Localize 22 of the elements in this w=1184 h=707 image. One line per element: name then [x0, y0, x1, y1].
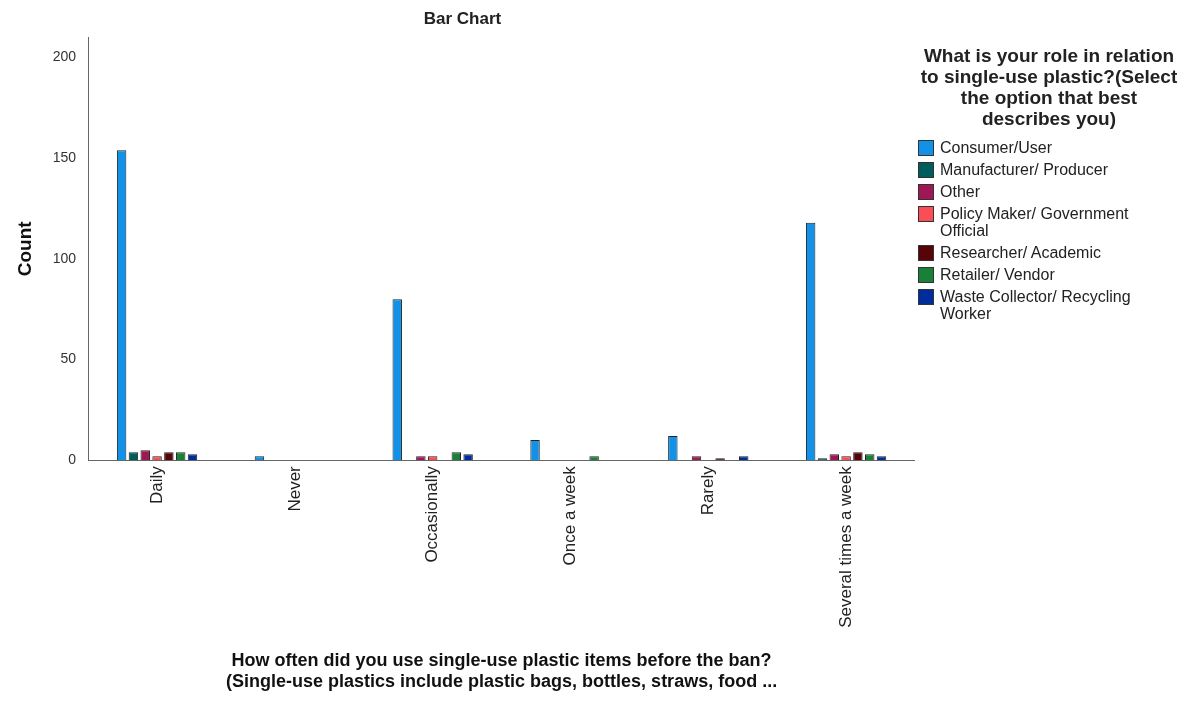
x-tick-label: Occasionally	[422, 465, 442, 563]
x-axis-title: How often did you use single-use plastic items before the ban? (Single-use plastics include plastic bags, bottles, straws, food ...	[226, 649, 778, 692]
y-tick-label: 200	[52, 48, 77, 65]
x-tick-label: Once a week	[560, 465, 580, 566]
x-tick-label: Daily	[146, 465, 166, 505]
y-axis-title: Count	[13, 220, 35, 277]
y-tick-label: 100	[52, 249, 77, 266]
legend-label: Manufacturer/ Producer	[940, 161, 1109, 178]
legend-label: Consumer/User	[940, 139, 1053, 156]
x-tick-label: Several times a week	[835, 465, 855, 628]
legend-label: Retailer/ Vendor	[940, 266, 1055, 283]
y-tick-label: 150	[52, 149, 77, 166]
legend-label: Researcher/ Academic	[940, 244, 1101, 261]
legend-label: Policy Maker/ Government Official	[940, 205, 1130, 239]
x-tick-label: Never	[284, 465, 304, 512]
x-tick-label: Rarely	[697, 465, 717, 516]
legend-label: Waste Collector/ Recycling Worker	[940, 288, 1132, 322]
legend-title: What is your role in relation to single-use plastic?(Select the option that best describes you)	[919, 45, 1179, 129]
y-tick-label: 0	[68, 451, 77, 468]
chart-title: Bar Chart	[423, 8, 502, 28]
legend-label: Other	[940, 183, 981, 200]
y-tick-label: 50	[60, 350, 77, 367]
